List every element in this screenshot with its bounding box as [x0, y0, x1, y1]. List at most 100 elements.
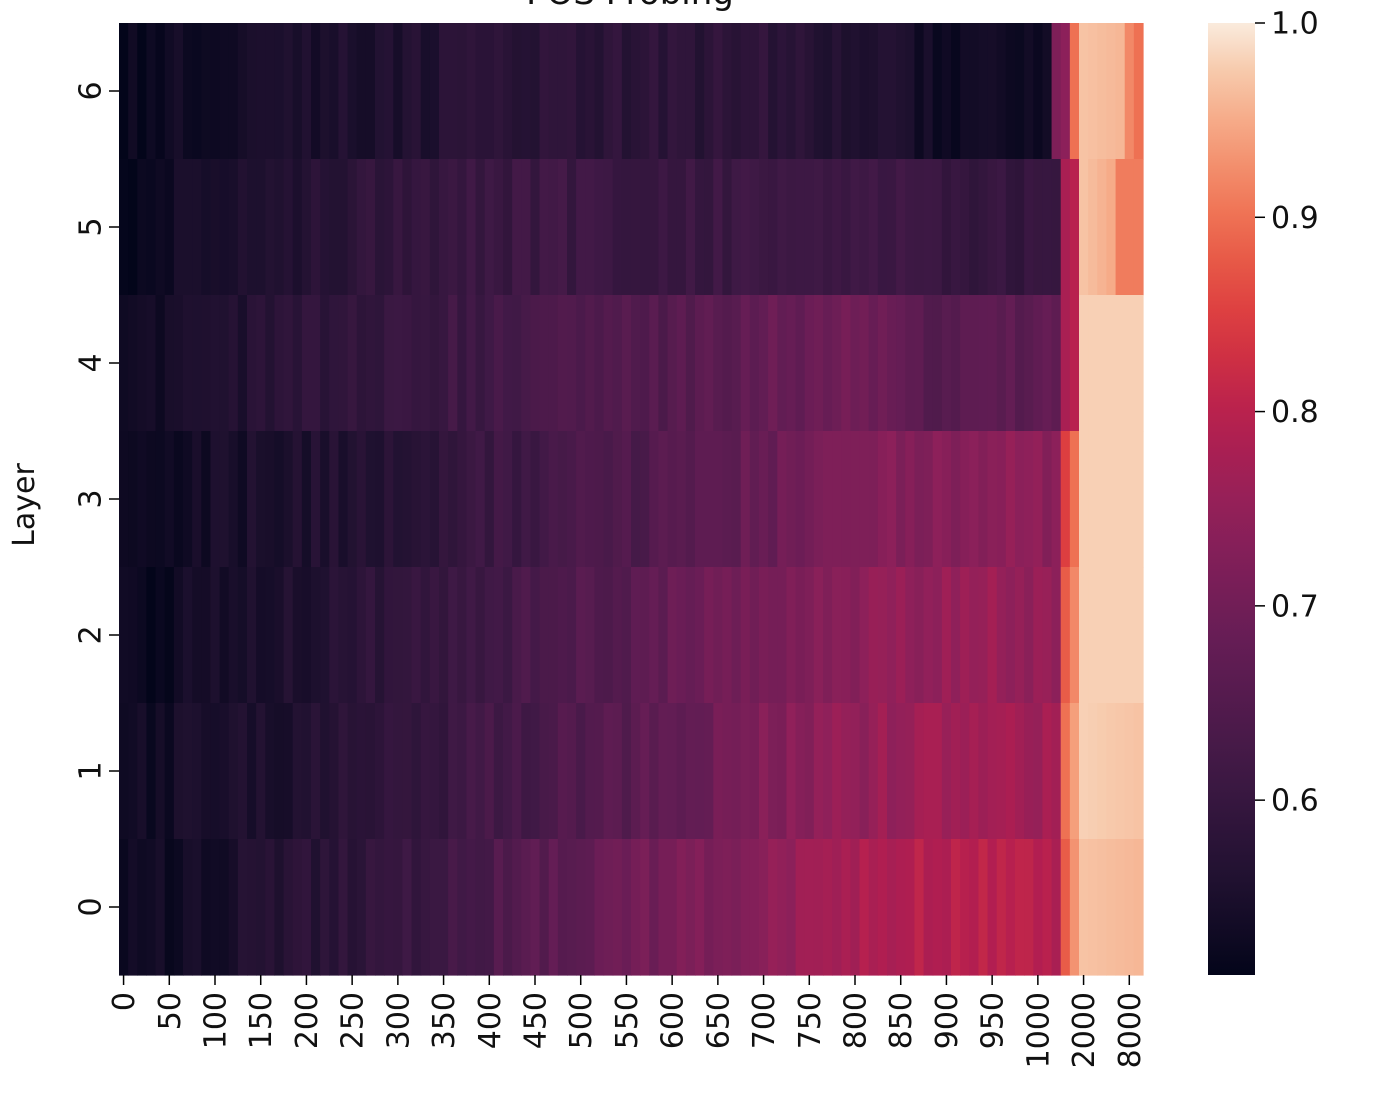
heatmap-cell	[695, 703, 705, 840]
heatmap-cell	[146, 839, 157, 976]
heatmap-cell	[603, 839, 614, 976]
heatmap-cell	[237, 703, 248, 840]
heatmap-cell	[201, 567, 212, 704]
heatmap-cell	[439, 567, 449, 704]
heatmap-cell	[649, 159, 660, 296]
heatmap-cell	[512, 567, 522, 704]
heatmap-cell	[978, 703, 989, 840]
heatmap-cell	[594, 567, 605, 704]
heatmap-cell	[530, 431, 541, 568]
heatmap-cell	[1133, 431, 1144, 568]
heatmap-cell	[832, 23, 842, 160]
heatmap-cell	[503, 295, 513, 432]
y-tick-label: 5	[74, 217, 109, 236]
heatmap-cell	[740, 23, 751, 160]
heatmap-cell	[356, 23, 367, 160]
heatmap-cell	[1069, 159, 1080, 296]
y-tick-label: 0	[74, 897, 109, 916]
heatmap-cell	[704, 159, 714, 296]
heatmap-cell	[731, 159, 742, 296]
heatmap-cell	[813, 159, 824, 296]
heatmap-cell	[256, 703, 266, 840]
heatmap-cell	[1097, 703, 1108, 840]
heatmap-cell	[557, 567, 568, 704]
heatmap-cell	[475, 295, 486, 432]
heatmap-cell	[155, 703, 166, 840]
heatmap-cell	[612, 703, 623, 840]
heatmap-cell	[1115, 23, 1126, 160]
heatmap-cell	[484, 159, 495, 296]
heatmap-cell	[137, 23, 148, 160]
heatmap-cell	[356, 159, 367, 296]
heatmap-cell	[320, 23, 330, 160]
heatmap-cell	[521, 295, 532, 432]
heatmap-cell	[512, 431, 522, 568]
heatmap-cell	[887, 431, 897, 568]
heatmap-cell	[640, 431, 650, 568]
heatmap-cell	[237, 431, 248, 568]
heatmap-cell	[704, 703, 714, 840]
heatmap-cell	[210, 23, 221, 160]
heatmap-cell	[804, 431, 815, 568]
heatmap-cell	[914, 431, 925, 568]
heatmap-cell	[859, 567, 870, 704]
heatmap-cell	[1124, 431, 1135, 568]
heatmap-cell	[740, 839, 751, 976]
heatmap-cell	[466, 703, 477, 840]
heatmap-cell	[439, 839, 449, 976]
heatmap-cell	[1060, 567, 1071, 704]
heatmap-cell	[585, 295, 596, 432]
heatmap-cell	[731, 295, 742, 432]
heatmap-cell	[365, 431, 376, 568]
heatmap-cell	[155, 23, 166, 160]
heatmap-cell	[749, 23, 760, 160]
heatmap-cell	[932, 703, 943, 840]
heatmap-cell	[128, 839, 138, 976]
heatmap-cell	[722, 431, 733, 568]
heatmap-cell	[1033, 23, 1044, 160]
heatmap-cell	[658, 839, 669, 976]
heatmap-cell	[192, 431, 202, 568]
heatmap-cell	[164, 703, 175, 840]
heatmap-cell	[777, 703, 788, 840]
heatmap-cell	[301, 703, 312, 840]
y-tick-label: 3	[74, 489, 109, 508]
heatmap-cell	[612, 295, 623, 432]
heatmap-cell	[996, 839, 1007, 976]
heatmap-cell	[201, 159, 212, 296]
heatmap-cell	[1124, 159, 1135, 296]
heatmap-cell	[448, 23, 458, 160]
heatmap-cell	[695, 567, 705, 704]
heatmap-cell	[914, 703, 925, 840]
heatmap-cell	[987, 703, 998, 840]
heatmap-cell	[237, 839, 248, 976]
heatmap-cell	[1097, 567, 1108, 704]
heatmap-cell	[896, 431, 906, 568]
heatmap-cell	[210, 567, 221, 704]
heatmap-cell	[1051, 431, 1062, 568]
heatmap-cell	[576, 295, 586, 432]
x-tick-label: 2000	[1067, 992, 1102, 1068]
heatmap-cell	[457, 567, 468, 704]
heatmap-cell	[594, 295, 605, 432]
heatmap-cell	[978, 839, 989, 976]
heatmap-cell	[667, 159, 678, 296]
heatmap-cell	[905, 567, 916, 704]
heatmap-cell	[850, 295, 861, 432]
heatmap-cell	[731, 703, 742, 840]
heatmap-cell	[576, 431, 586, 568]
heatmap-cell	[265, 23, 276, 160]
heatmap-cell	[311, 23, 321, 160]
heatmap-cell	[265, 839, 276, 976]
heatmap-cell	[951, 703, 961, 840]
heatmap-cell	[420, 295, 431, 432]
heatmap-cell	[356, 431, 367, 568]
heatmap-cell	[548, 159, 559, 296]
x-tick-label: 450	[519, 992, 554, 1049]
x-tick-label: 250	[336, 992, 371, 1049]
heatmap-cell	[887, 839, 897, 976]
heatmap-cell	[512, 295, 522, 432]
heatmap-cell	[1124, 567, 1135, 704]
heatmap-cell	[146, 703, 157, 840]
heatmap-cell	[594, 703, 605, 840]
